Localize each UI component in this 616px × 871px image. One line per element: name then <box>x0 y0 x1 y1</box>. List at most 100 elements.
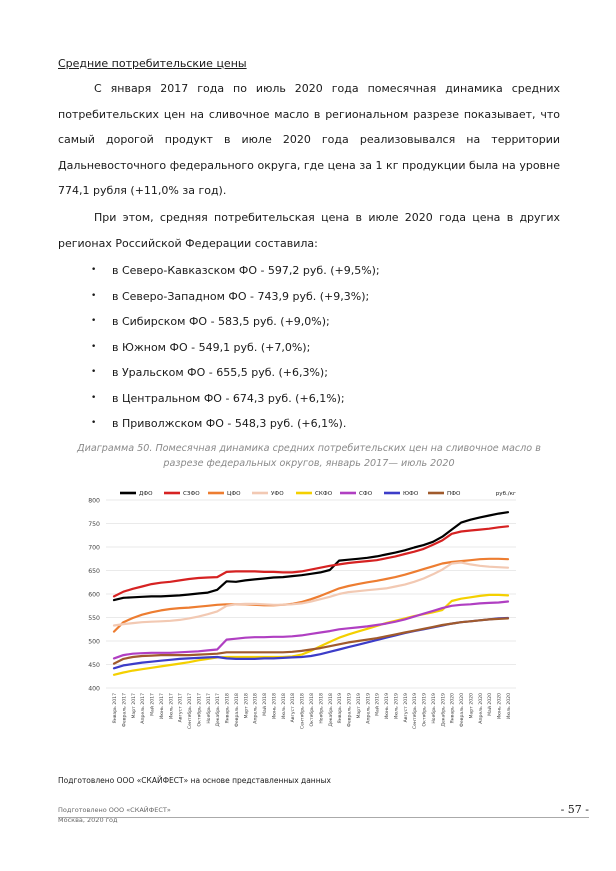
x-tick-label: Январь 2018 <box>225 693 231 724</box>
footer-company: Подготовлено ООО «СКАЙФЕСТ» <box>58 806 171 814</box>
series-line-СКФО <box>112 593 510 676</box>
x-tick-label: Сентябрь 2018 <box>300 693 306 729</box>
x-tick-label: Июль 2020 <box>506 693 512 719</box>
list-item-text: в Уральском ФО - 655,5 руб. (+6,3%); <box>112 366 328 379</box>
bullet-icon: • <box>91 418 97 428</box>
x-tick-label: Июнь 2017 <box>159 693 165 719</box>
x-tick-label: Ноябрь 2018 <box>318 693 324 724</box>
list-item: • в Уральском ФО - 655,5 руб. (+6,3%); <box>91 360 380 386</box>
x-tick-label: Август 2018 <box>290 693 296 722</box>
legend-label: СФО <box>359 491 373 497</box>
y-tick-label: 400 <box>88 686 100 693</box>
x-tick-label: Март 2019 <box>356 693 362 719</box>
list-item: • в Северо-Западном ФО - 743,9 руб. (+9,3… <box>91 284 380 310</box>
bullet-icon: • <box>91 316 97 326</box>
y-tick-label: 450 <box>88 662 100 669</box>
bullet-icon: • <box>91 367 97 377</box>
x-tick-label: Февраль 2018 <box>234 693 240 727</box>
legend-label: ЮФО <box>403 491 419 497</box>
x-tick-label: Июль 2017 <box>168 693 174 719</box>
x-tick-label: Январь 2019 <box>337 693 343 724</box>
list-item: • в Центральном ФО - 674,3 руб. (+6,1%); <box>91 386 380 412</box>
x-tick-label: Февраль 2017 <box>121 693 127 727</box>
x-tick-label: Сентябрь 2017 <box>187 693 193 729</box>
x-tick-label: Апрель 2020 <box>478 693 484 724</box>
source-note: Подготовлено ООО «СКАЙФЕСТ» на основе пр… <box>58 776 331 785</box>
list-item: • в Северо-Кавказском ФО - 597,2 руб. (+9… <box>91 258 380 284</box>
y-tick-label: 600 <box>88 592 100 599</box>
legend-label: УФО <box>271 491 284 497</box>
x-tick-label: Октябрь 2019 <box>422 693 428 727</box>
x-tick-label: Апрель 2017 <box>140 693 146 724</box>
x-tick-label: Июль 2019 <box>393 693 399 719</box>
page-footer: Подготовлено ООО «СКАЙФЕСТ» Москва, 2020… <box>58 805 171 825</box>
list-item-text: в Центральном ФО - 674,3 руб. (+6,1%); <box>112 391 345 405</box>
x-tick-label: Апрель 2019 <box>365 693 371 724</box>
y-tick-label: 650 <box>88 568 100 575</box>
list-item-text: в Приволжском ФО - 548,3 руб. (+6,1%). <box>112 417 347 430</box>
bullet-icon: • <box>91 265 97 275</box>
y-tick-label: 700 <box>88 545 100 552</box>
region-price-list: • в Северо-Кавказском ФО - 597,2 руб. (+9… <box>91 258 380 437</box>
x-tick-label: Май 2018 <box>261 693 268 716</box>
series-line-ЮФО <box>112 616 510 670</box>
series-line-УФО <box>112 561 510 627</box>
y-tick-label: 800 <box>88 498 100 505</box>
list-item-text: в Сибирском ФО - 583,5 руб. (+9,0%); <box>112 315 330 328</box>
y-tick-label: 550 <box>88 615 100 622</box>
legend-label: ПФО <box>447 491 461 497</box>
x-tick-label: Февраль 2019 <box>347 693 353 727</box>
list-item-text: в Северо-Западном ФО - 743,9 руб. (+9,3%… <box>112 289 370 303</box>
legend-label: ДФО <box>139 491 153 497</box>
x-tick-label: Ноябрь 2019 <box>431 693 437 724</box>
x-tick-label: Май 2017 <box>149 693 156 716</box>
x-tick-label: Март 2017 <box>131 693 137 719</box>
x-tick-label: Июнь 2020 <box>497 693 503 719</box>
x-tick-label: Июнь 2019 <box>384 693 390 719</box>
x-tick-label: Декабрь 2018 <box>328 693 334 727</box>
series-line-СЗФО <box>112 525 510 598</box>
x-tick-label: Апрель 2018 <box>253 693 259 724</box>
x-tick-label: Декабрь 2019 <box>440 693 446 727</box>
series-line-ДФО <box>112 511 510 602</box>
paragraph-regions: При этом, средняя потребительская цена в… <box>58 211 560 250</box>
x-tick-label: Октябрь 2018 <box>309 693 315 727</box>
y-unit-label: руб./кг <box>496 491 516 497</box>
bullet-icon: • <box>91 341 97 352</box>
series-line-ЦФО <box>112 557 510 633</box>
list-item: • в Южном ФО - 549,1 руб. (+7,0%); <box>91 335 380 361</box>
x-tick-label: Август 2019 <box>403 693 409 722</box>
x-tick-label: Ноябрь 2017 <box>206 693 212 724</box>
list-item-text: в Северо-Кавказском ФО - 597,2 руб. (+9,… <box>112 264 380 277</box>
x-tick-label: Январь 2017 <box>112 693 118 724</box>
section-heading: Средние потребительские цены <box>58 57 247 70</box>
footer-divider <box>58 817 589 818</box>
x-tick-label: Февраль 2020 <box>459 693 465 727</box>
x-tick-label: Март 2020 <box>468 693 474 719</box>
x-tick-label: Июнь 2018 <box>271 693 277 719</box>
x-tick-label: Октябрь 2017 <box>196 693 202 727</box>
legend-label: СКФО <box>315 491 333 497</box>
x-tick-label: Август 2017 <box>178 693 184 722</box>
bullet-icon: • <box>91 290 97 301</box>
series-line-СФО <box>112 600 510 660</box>
x-tick-label: Май 2020 <box>486 693 493 716</box>
chart-caption: Диаграмма 50. Помесячная динамика средни… <box>77 443 541 469</box>
list-item-text: в Южном ФО - 549,1 руб. (+7,0%); <box>112 340 311 354</box>
legend-label: СЗФО <box>183 491 200 497</box>
x-tick-label: Сентябрь 2019 <box>412 693 418 729</box>
series-line-ПФО <box>112 617 510 665</box>
y-tick-label: 500 <box>88 639 100 646</box>
x-tick-label: Май 2019 <box>374 693 381 716</box>
footer-city-year: Москва, 2020 год <box>58 816 118 824</box>
list-item: • в Приволжском ФО - 548,3 руб. (+6,1%). <box>91 411 380 437</box>
page-number: - 57 - <box>560 803 589 816</box>
y-tick-label: 750 <box>88 521 100 528</box>
legend-label: ЦФО <box>227 491 241 497</box>
x-tick-label: Март 2018 <box>243 693 249 719</box>
paragraph-intro: С января 2017 года по июль 2020 года пом… <box>58 82 560 197</box>
x-tick-label: Декабрь 2017 <box>215 693 221 727</box>
x-tick-label: Июль 2018 <box>281 693 287 719</box>
